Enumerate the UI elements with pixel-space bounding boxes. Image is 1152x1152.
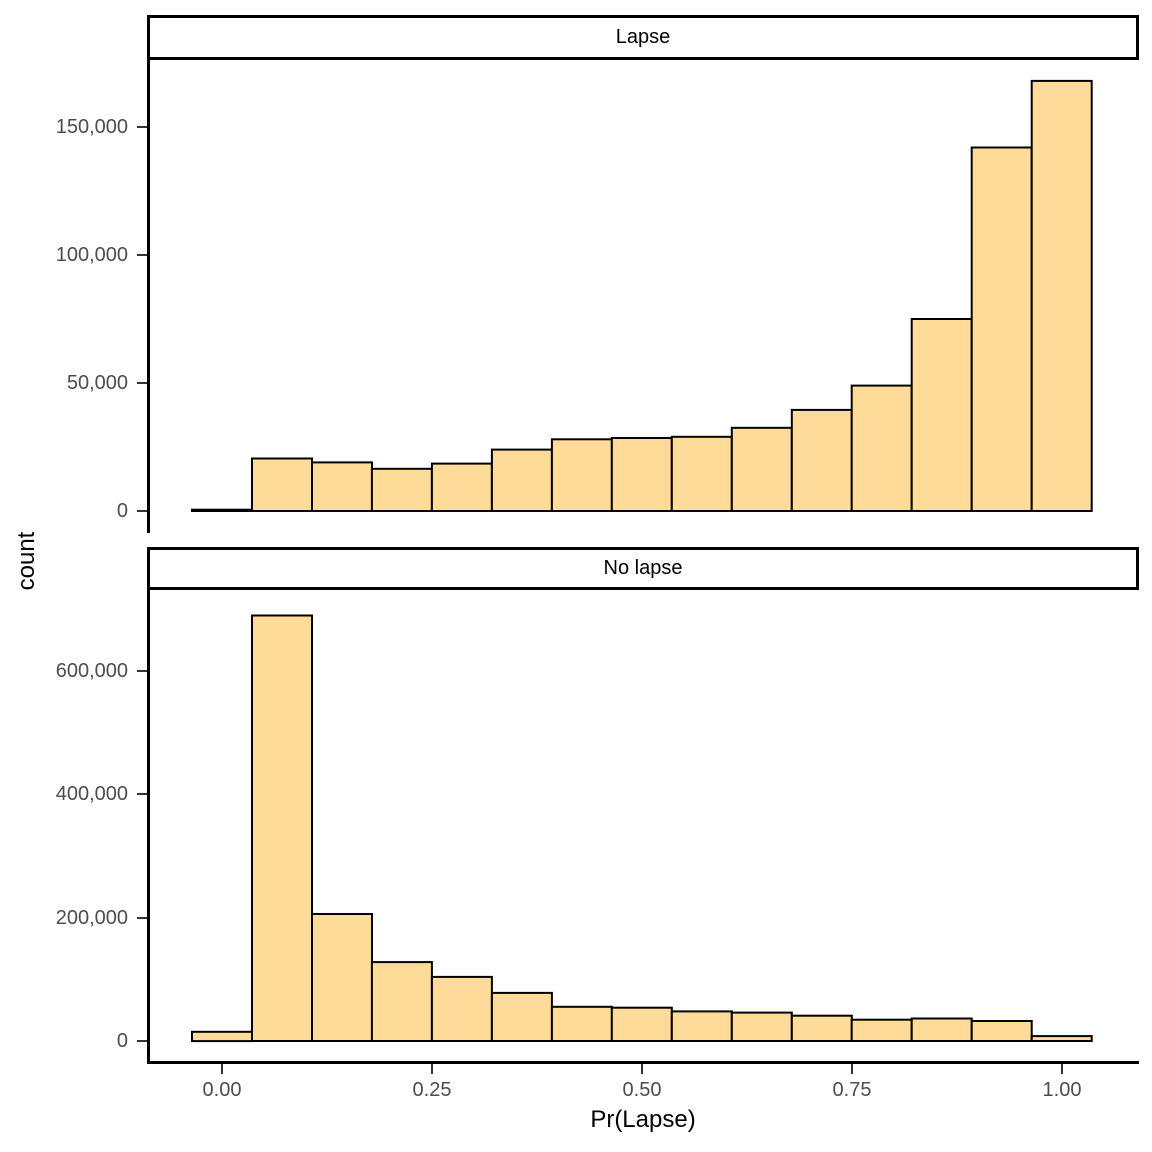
histogram-bar — [370, 467, 433, 512]
x-axis-tick-label: 0.75 — [832, 1079, 872, 1101]
histogram-bar — [670, 1010, 733, 1043]
y-axis-tick — [137, 916, 147, 919]
histogram-bar — [550, 438, 613, 512]
histogram-bar — [970, 1020, 1033, 1042]
histogram-bar — [251, 614, 313, 1042]
x-axis-tick-label: 0.00 — [202, 1079, 242, 1101]
facet-strip-label-no-lapse: No lapse — [603, 557, 683, 579]
histogram-bar — [670, 435, 733, 512]
y-axis-tick-label: 400,000 — [55, 783, 128, 806]
x-axis-line — [147, 1061, 1139, 1064]
histogram-bar — [311, 913, 373, 1042]
histogram-bar — [490, 448, 553, 513]
histogram-bar — [610, 1006, 673, 1043]
y-axis-line-bottom-panel — [147, 590, 150, 1064]
histogram-bar — [490, 991, 553, 1043]
y-axis-tick — [137, 510, 147, 512]
histogram-bar — [430, 462, 493, 513]
y-axis-tick — [137, 254, 147, 256]
x-axis-tick — [221, 1064, 223, 1074]
histogram-bar — [311, 461, 373, 512]
histogram-bar — [850, 384, 913, 513]
histogram-bar — [550, 1005, 613, 1042]
histogram-bar — [1030, 1035, 1093, 1042]
histogram-bar — [191, 1030, 253, 1043]
y-axis-tick-label: 150,000 — [55, 116, 128, 138]
y-axis-line-top-panel — [147, 60, 150, 533]
histogram-bar — [910, 318, 973, 512]
x-axis-title: Pr(Lapse) — [590, 1106, 696, 1133]
facet-strip-lapse: Lapse — [147, 15, 1139, 60]
x-axis-tick — [431, 1064, 433, 1074]
y-axis-tick — [137, 670, 147, 672]
histogram-bar — [430, 975, 493, 1043]
histogram-bar — [910, 1017, 973, 1042]
facet-strip-no-lapse: No lapse — [147, 547, 1139, 590]
facet-strip-label-lapse: Lapse — [615, 26, 671, 48]
x-axis-tick-label: 1.00 — [1042, 1079, 1082, 1101]
y-axis-tick-label: 0 — [116, 1030, 128, 1052]
x-axis-tick-label: 0.50 — [622, 1079, 662, 1101]
histogram-bar — [251, 457, 313, 512]
y-axis-tick-label: 0 — [116, 500, 128, 522]
histogram-bar — [850, 1018, 913, 1043]
histogram-bar — [730, 426, 793, 512]
x-axis-tick — [641, 1064, 643, 1074]
x-axis-tick — [1061, 1064, 1063, 1074]
y-axis-tick-label: 50,000 — [66, 372, 128, 394]
histogram-bar — [730, 1011, 793, 1042]
x-axis-tick-label: 0.25 — [412, 1079, 452, 1101]
histogram-bar — [790, 408, 853, 512]
histogram-bar — [610, 437, 673, 512]
histogram-bar — [1030, 79, 1093, 513]
y-axis-title: count — [13, 531, 40, 591]
y-axis-tick-label: 100,000 — [55, 244, 128, 266]
y-axis-tick-label: 200,000 — [55, 906, 128, 929]
y-axis-tick — [137, 1040, 147, 1042]
y-axis-tick-label: 600,000 — [55, 660, 128, 682]
histogram-bar — [790, 1014, 853, 1043]
histogram-bar — [970, 146, 1033, 512]
histogram-bar — [191, 508, 253, 513]
histogram-bar — [370, 961, 433, 1042]
y-axis-tick — [137, 382, 147, 384]
x-axis-tick — [851, 1064, 853, 1074]
y-axis-tick — [137, 793, 147, 796]
y-axis-tick — [137, 126, 147, 128]
